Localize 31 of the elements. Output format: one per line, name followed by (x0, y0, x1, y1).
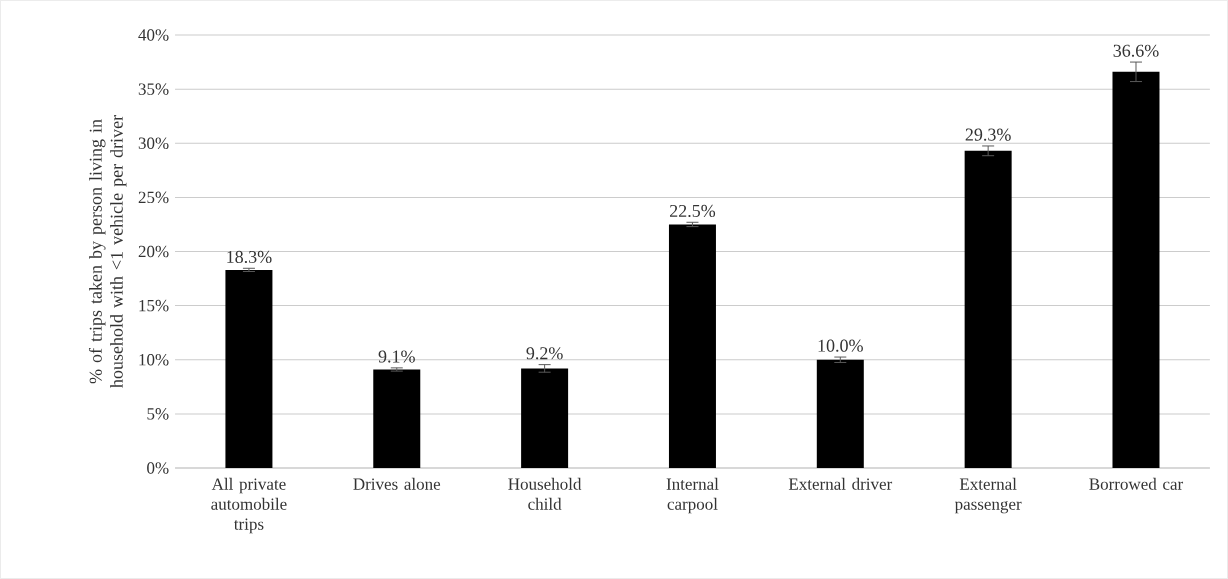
data-label: 9.1% (378, 350, 415, 363)
x-tick-label: Household child (508, 477, 582, 510)
y-tick-label: 10% (139, 353, 169, 366)
y-axis-title: % of trips taken by person living in household with <1 vehicle per driver (88, 115, 127, 388)
data-label: 36.6% (1113, 44, 1159, 57)
y-tick-label: 15% (139, 299, 169, 312)
data-label: 29.3% (965, 128, 1011, 141)
x-tick-label: External driver (788, 477, 893, 490)
bar (373, 369, 421, 468)
y-tick-label: 30% (138, 137, 169, 150)
data-label: 18.3% (227, 250, 272, 264)
x-tick-label: All private automobile trips (211, 477, 287, 534)
bar (964, 150, 1012, 468)
y-tick-label: 5% (147, 408, 169, 420)
data-label: 9.2% (526, 347, 563, 360)
y-tick-label: 20% (138, 245, 169, 258)
y-tick-label: 0% (147, 462, 169, 474)
data-label: 22.5% (669, 204, 716, 218)
bar (668, 224, 716, 468)
y-tick-label: 40% (138, 29, 169, 41)
bar (1112, 71, 1160, 468)
data-label: 10.0% (818, 339, 863, 352)
y-tick-label: 35% (138, 83, 169, 95)
x-tick-label: Internal carpool (666, 477, 719, 514)
bar (521, 368, 569, 468)
x-tick-label: Drives alone (353, 477, 441, 490)
y-tick-label: 25% (138, 191, 169, 204)
bar (816, 359, 864, 468)
x-tick-label: External passenger (954, 477, 1022, 514)
bar (225, 269, 273, 468)
x-tick-label: Borrowed car (1089, 477, 1184, 490)
